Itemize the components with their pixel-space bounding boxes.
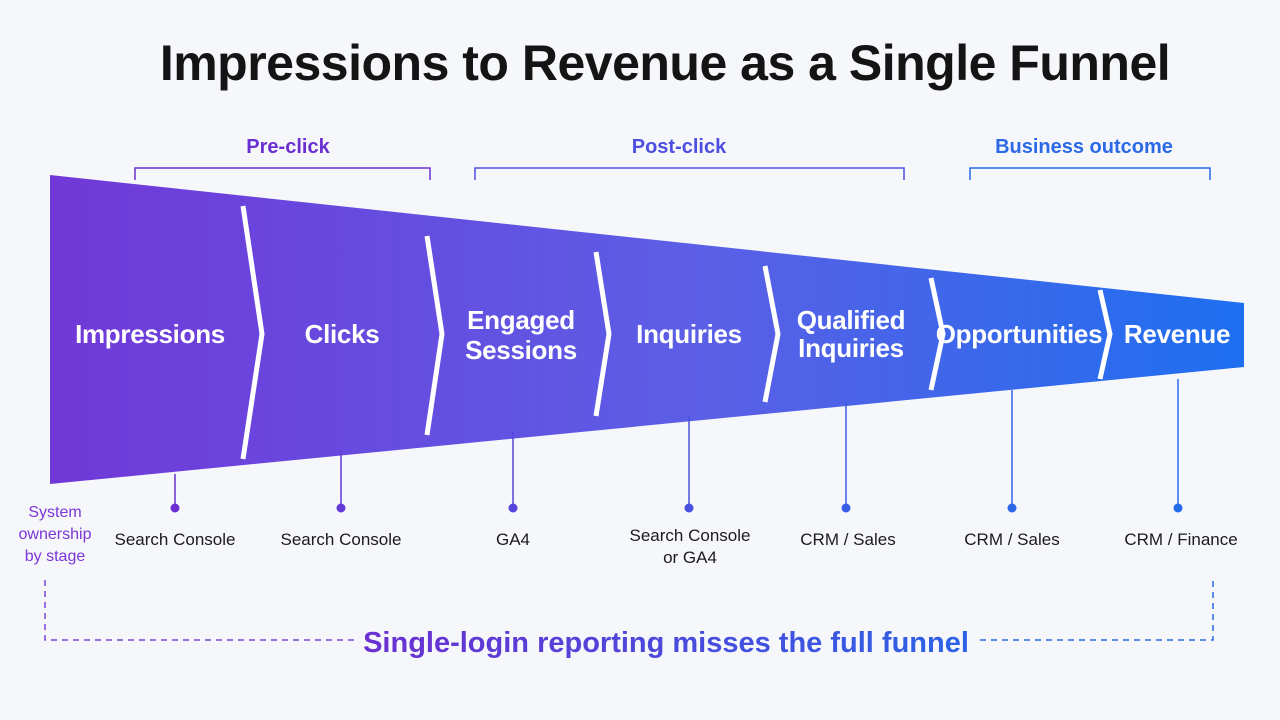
system-label-search-console-or-ga4: Search Console or GA4 [630,526,751,567]
dashed-bracket-left [44,580,355,641]
stage-label-opportunities: Opportunities [936,319,1103,349]
connector-dot [1173,503,1183,513]
connector-dot [684,503,694,513]
chevron-separator [928,277,946,391]
system-label: CRM / Sales [800,530,895,549]
stage-label-engaged-sessions: Engaged Sessions [465,305,577,365]
group-business-outcome: Business outcome [969,136,1211,180]
dashed-bracket-right [980,580,1214,641]
system-label: CRM / Sales [964,530,1059,549]
group-label-business-outcome: Business outcome [995,136,1173,158]
chevron-separator [593,251,612,417]
stage-label-revenue: Revenue [1124,319,1230,349]
system-label: Search Console [115,530,236,549]
chevron-separator [762,265,781,403]
group-pre-click: Pre-click [134,136,431,180]
chevron-separator [424,235,445,436]
connector-dot [170,503,180,513]
connector-dot [508,503,518,513]
bottom-message: Single-login reporting misses the full f… [363,627,969,659]
system-ownership-label: System ownership by stage [19,504,92,565]
system-label: GA4 [496,530,530,549]
page-title: Impressions to Revenue as a Single Funne… [159,35,1171,91]
stage-label-qualified-inquiries: Qualified Inquiries [797,305,906,363]
connector-dot [1007,503,1017,513]
funnel-body [50,175,1244,484]
group-label-post-click: Post-click [632,136,727,158]
chevron-separator [1097,289,1113,380]
group-post-click: Post-click [474,136,905,180]
stage-label-impressions: Impressions [75,319,225,349]
chevron-separators [240,205,1113,460]
group-label-pre-click: Pre-click [246,136,330,158]
stage-label-inquiries: Inquiries [636,319,742,349]
chevron-separator [240,205,265,460]
system-label: CRM / Finance [1124,530,1237,549]
stage-label-clicks: Clicks [305,319,380,349]
stage-connectors [170,379,1183,513]
system-label: Search Console [281,530,402,549]
connector-dot [841,503,851,513]
connector-dot [336,503,346,513]
